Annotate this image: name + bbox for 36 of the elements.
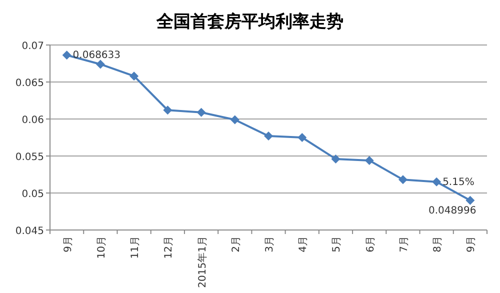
point <box>466 196 475 205</box>
x-tick-label: 2015年1月 <box>196 236 208 288</box>
data-label: 0.068633 <box>72 50 121 62</box>
point <box>96 60 105 69</box>
point <box>163 106 172 115</box>
x-tick-label: 9月 <box>466 236 478 252</box>
point <box>398 175 408 184</box>
point <box>364 156 374 165</box>
point <box>62 50 72 60</box>
point <box>196 108 206 117</box>
y-tick-label: 0.065 <box>15 78 44 89</box>
y-tick-label: 0.07 <box>22 41 44 52</box>
y-tick-label: 0.055 <box>15 152 44 163</box>
x-tick-label: 2月 <box>230 236 242 252</box>
x-tick-label: 11月 <box>130 236 142 259</box>
chart-title: 全国首套房平均利率走势 <box>156 12 344 32</box>
x-tick-label: 5月 <box>332 236 343 252</box>
x-tick-label: 12月 <box>164 236 175 259</box>
point <box>230 115 240 124</box>
data-label: 0.048996 <box>428 205 476 216</box>
x-tick-label: 8月 <box>432 236 444 252</box>
x-tick-label: 9月 <box>62 236 74 252</box>
y-tick-label: 0.05 <box>22 189 44 200</box>
x-tick-label: 4月 <box>298 236 310 252</box>
point <box>298 133 307 142</box>
point <box>432 177 442 186</box>
point <box>331 154 340 164</box>
point <box>264 132 273 141</box>
y-tick-label: 0.045 <box>15 226 44 237</box>
x-tick-label: 6月 <box>365 236 376 252</box>
data-label: 5.15% <box>442 176 474 188</box>
x-tick-label: 7月 <box>398 236 410 252</box>
x-tick-label: 10月 <box>96 236 108 259</box>
y-tick-label: 0.06 <box>22 115 44 126</box>
point <box>130 72 139 81</box>
x-tick-label: 3月 <box>264 236 276 252</box>
